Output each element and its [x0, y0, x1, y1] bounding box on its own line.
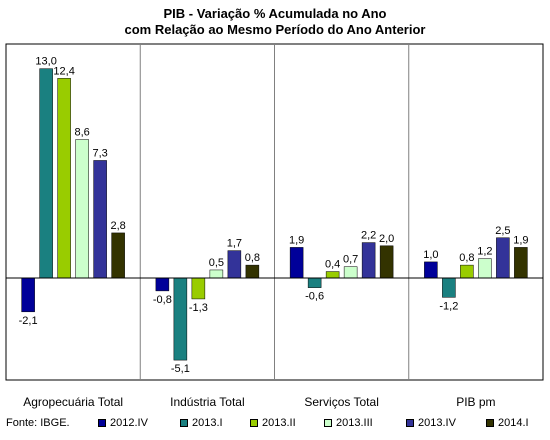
data-label: -1,3: [189, 302, 208, 314]
bar: [424, 261, 438, 279]
legend-label: 2013.IV: [418, 417, 456, 429]
data-label: 0,7: [343, 254, 358, 266]
legend-label: 2012.IV: [110, 417, 148, 429]
legend-swatch: [250, 419, 258, 427]
data-label: -0,6: [305, 291, 324, 303]
legend-swatch: [486, 419, 494, 427]
bar: [93, 160, 107, 279]
bar: [460, 264, 474, 279]
legend-item: 2013.IV: [406, 417, 456, 429]
legend-label: 2013.I: [192, 417, 223, 429]
data-label: 0,8: [459, 252, 474, 264]
bar: [245, 264, 260, 279]
bar: [442, 277, 456, 298]
data-label: 1,2: [477, 246, 492, 258]
bar: [289, 247, 304, 279]
legend-item: 2013.I: [180, 417, 223, 429]
bar: [75, 139, 89, 279]
bar: [514, 247, 528, 279]
data-label: 8,6: [74, 127, 89, 139]
data-label: 1,9: [289, 234, 304, 246]
category-label: Indústria Total: [170, 395, 245, 409]
data-label: 13,0: [35, 56, 56, 68]
category-label: Serviços Total: [304, 395, 378, 409]
data-label: 2,5: [495, 225, 510, 237]
legend-item: 2012.IV: [98, 417, 148, 429]
bar: [209, 269, 224, 279]
legend-item: 2013.III: [324, 417, 373, 429]
legend-swatch: [406, 419, 414, 427]
data-label: 1,7: [227, 238, 242, 250]
bar: [21, 277, 35, 313]
chart-subtitle: com Relação ao Mesmo Período do Ano Ante…: [124, 22, 426, 37]
data-label: 0,8: [245, 252, 260, 264]
bar: [325, 271, 340, 279]
data-label: 2,8: [110, 220, 125, 232]
bar: [343, 266, 358, 279]
bar: [307, 277, 322, 288]
legend-item: 2014.I: [486, 417, 529, 429]
bar: [155, 277, 170, 292]
legend-swatch: [324, 419, 332, 427]
data-label: 0,5: [209, 257, 224, 269]
data-label: 1,9: [513, 234, 528, 246]
bar: [39, 68, 53, 279]
bar: [496, 237, 510, 279]
data-label: 1,0: [423, 249, 438, 261]
data-label: 2,0: [379, 233, 394, 245]
bar-chart: -2,1 13,012,4 8,67,3 2,8 Agropecuária Total -…: [5, 43, 544, 409]
legend-label: 2013.II: [262, 417, 296, 429]
bar: [111, 232, 125, 279]
bar: [361, 242, 376, 279]
bar: [173, 277, 188, 361]
bar: [191, 277, 206, 300]
bar: [227, 250, 242, 279]
data-label: -5,1: [171, 363, 190, 375]
data-label: -1,2: [439, 300, 458, 312]
bar: [478, 258, 492, 279]
source-note: Fonte: IBGE.: [6, 417, 70, 429]
legend-item: 2013.II: [250, 417, 296, 429]
data-label: 2,2: [361, 230, 376, 242]
data-label: -2,1: [19, 315, 38, 327]
data-label: 12,4: [53, 65, 74, 77]
bar: [379, 245, 394, 279]
legend-label: 2014.I: [498, 417, 529, 429]
data-label: -0,8: [153, 294, 172, 306]
data-label: 7,3: [92, 147, 107, 159]
legend: Fonte: IBGE. 2012.IV 2013.I 2013.II 2013.II…: [0, 414, 550, 434]
legend-label: 2013.III: [336, 417, 373, 429]
data-label: 0,4: [325, 259, 340, 271]
bar: [57, 78, 71, 279]
chart-title: PIB - Variação % Acumulada no Ano: [163, 6, 387, 21]
legend-swatch: [98, 419, 106, 427]
legend-swatch: [180, 419, 188, 427]
category-label: PIB pm: [456, 395, 495, 409]
category-label: Agropecuária Total: [23, 395, 123, 409]
